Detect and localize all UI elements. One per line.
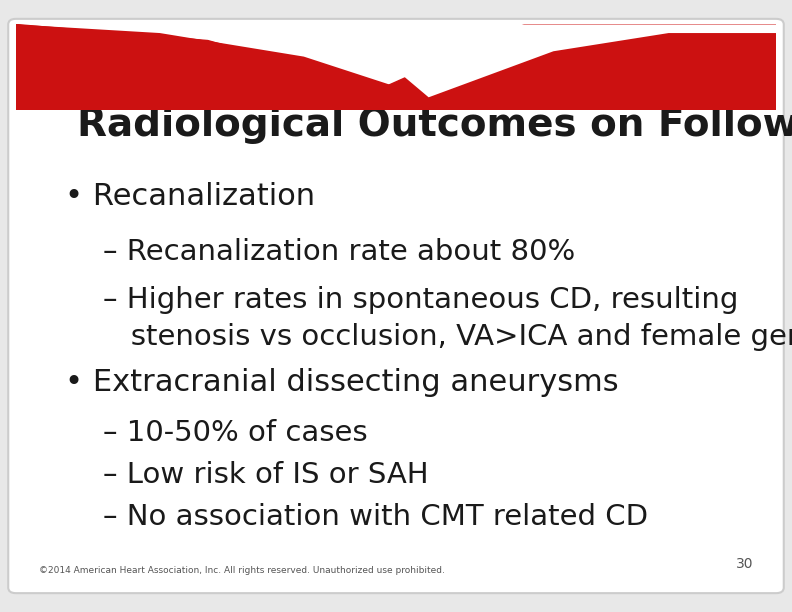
Polygon shape xyxy=(16,24,776,110)
Polygon shape xyxy=(342,24,776,97)
Text: ©2014 American Heart Association, Inc. All rights reserved. Unauthorized use pro: ©2014 American Heart Association, Inc. A… xyxy=(39,566,444,575)
Text: – Higher rates in spontaneous CD, resulting: – Higher rates in spontaneous CD, result… xyxy=(103,286,739,315)
Text: – 10-50% of cases: – 10-50% of cases xyxy=(103,419,368,447)
Text: Radiological Outcomes on Follow-up: Radiological Outcomes on Follow-up xyxy=(77,106,792,144)
Text: • Extracranial dissecting aneurysms: • Extracranial dissecting aneurysms xyxy=(65,368,619,397)
Text: 30: 30 xyxy=(736,557,753,570)
FancyBboxPatch shape xyxy=(8,19,784,593)
Text: – Recanalization rate about 80%: – Recanalization rate about 80% xyxy=(103,239,576,266)
Polygon shape xyxy=(16,24,776,110)
Text: • Recanalization: • Recanalization xyxy=(65,182,315,211)
Text: – No association with CMT related CD: – No association with CMT related CD xyxy=(103,503,649,531)
Text: – Low risk of IS or SAH: – Low risk of IS or SAH xyxy=(103,461,429,489)
Text: stenosis vs occlusion, VA>ICA and female gender: stenosis vs occlusion, VA>ICA and female… xyxy=(103,323,792,351)
